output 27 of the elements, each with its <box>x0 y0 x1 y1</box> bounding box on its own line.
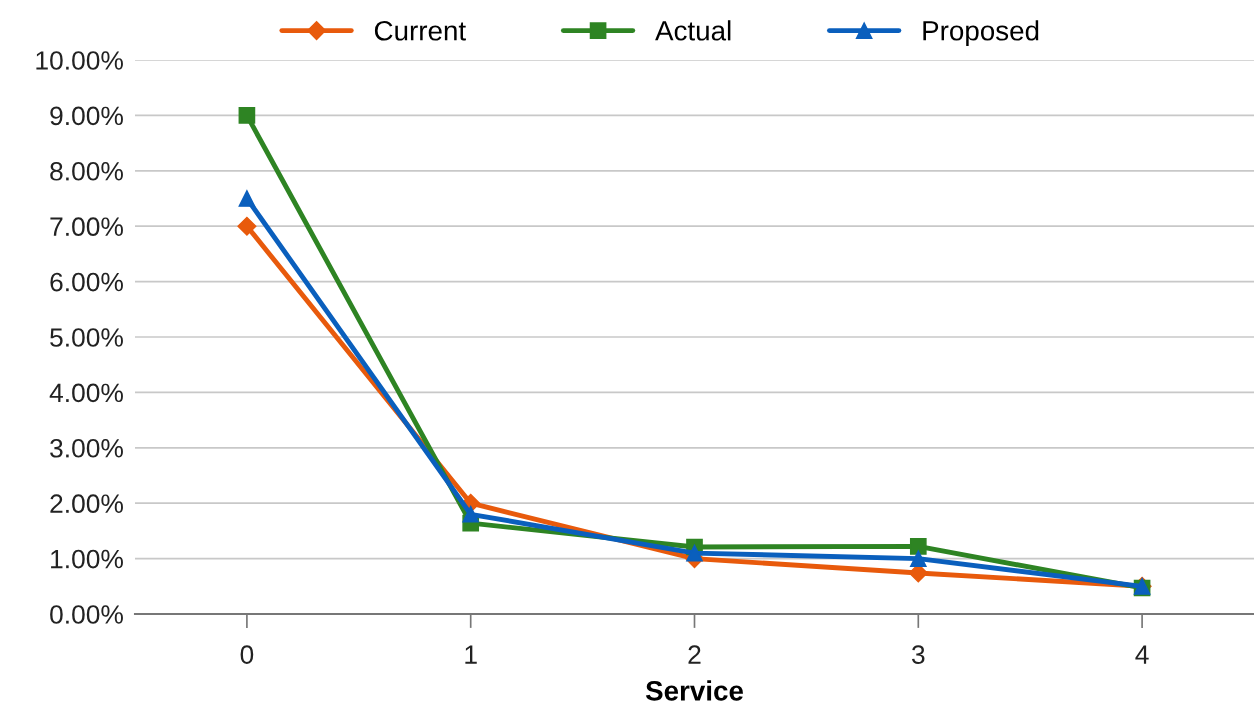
point <box>237 216 257 236</box>
y-tick-label: 8.00% <box>50 161 123 181</box>
y-tick-label: 10.00% <box>36 51 123 70</box>
legend-label: Proposed <box>923 20 1039 47</box>
y-tick-label: 6.00% <box>50 272 123 292</box>
point <box>462 505 480 523</box>
x-tick-label: 4 <box>1135 645 1149 664</box>
legend-label: Actual <box>655 20 731 41</box>
y-tick-label: 1.00% <box>51 549 123 569</box>
y-tick-label: 5.00% <box>50 328 123 347</box>
point <box>909 550 927 567</box>
legend-label: Current <box>374 20 466 41</box>
y-tick-label: 0.00% <box>50 605 123 624</box>
point <box>909 538 927 555</box>
x-tick-label: 2 <box>688 645 701 664</box>
point <box>686 544 703 562</box>
x-tick-label: 3 <box>911 645 925 664</box>
point <box>238 107 256 124</box>
x-tick-label: 0 <box>240 645 254 664</box>
x-tick-label: 1 <box>465 645 477 664</box>
y-tick-label: 7.00% <box>50 217 123 237</box>
x-axis-title: Service <box>645 680 743 701</box>
point <box>238 190 256 207</box>
y-tick-label: 3.00% <box>50 438 123 458</box>
y-tick-label: 2.00% <box>50 494 123 514</box>
y-tick-label: 4.00% <box>49 383 123 403</box>
y-tick-label: 9.00% <box>50 106 123 126</box>
